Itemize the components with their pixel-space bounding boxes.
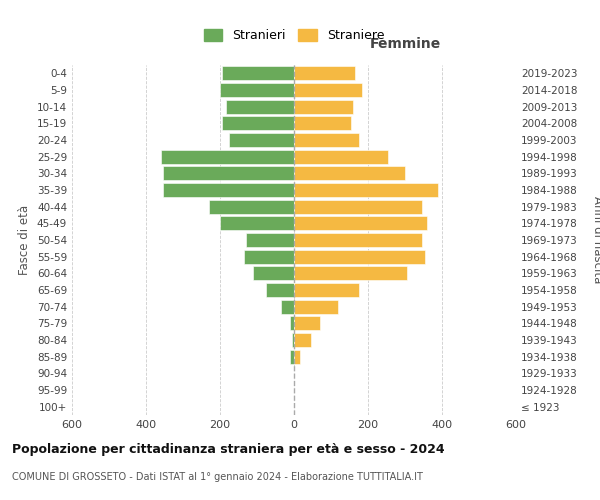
Bar — [294, 200, 422, 214]
Bar — [229, 133, 294, 147]
Bar — [220, 83, 294, 97]
Bar — [290, 316, 294, 330]
Bar — [163, 166, 294, 180]
Bar — [226, 100, 294, 114]
Bar — [294, 350, 299, 364]
Bar — [294, 100, 353, 114]
Text: COMUNE DI GROSSETO - Dati ISTAT al 1° gennaio 2024 - Elaborazione TUTTITALIA.IT: COMUNE DI GROSSETO - Dati ISTAT al 1° ge… — [12, 472, 423, 482]
Bar — [294, 216, 427, 230]
Bar — [246, 233, 294, 247]
Y-axis label: Anni di nascita: Anni di nascita — [592, 196, 600, 284]
Bar — [294, 283, 359, 297]
Bar — [294, 166, 405, 180]
Bar — [281, 300, 294, 314]
Bar — [209, 200, 294, 214]
Text: Femmine: Femmine — [370, 37, 440, 51]
Bar — [294, 150, 388, 164]
Bar — [292, 333, 294, 347]
Bar — [294, 116, 352, 130]
Legend: Stranieri, Straniere: Stranieri, Straniere — [203, 29, 385, 42]
Bar — [294, 83, 362, 97]
Bar — [222, 66, 294, 80]
Bar — [294, 233, 422, 247]
Bar — [161, 150, 294, 164]
Bar — [220, 216, 294, 230]
Bar — [294, 316, 320, 330]
Bar — [266, 283, 294, 297]
Bar — [253, 266, 294, 280]
Bar — [294, 66, 355, 80]
Y-axis label: Fasce di età: Fasce di età — [19, 205, 31, 275]
Bar — [294, 266, 407, 280]
Bar — [222, 116, 294, 130]
Bar — [294, 333, 311, 347]
Bar — [294, 250, 425, 264]
Bar — [294, 133, 359, 147]
Bar — [163, 183, 294, 197]
Bar — [244, 250, 294, 264]
Text: Popolazione per cittadinanza straniera per età e sesso - 2024: Popolazione per cittadinanza straniera p… — [12, 442, 445, 456]
Bar — [290, 350, 294, 364]
Bar — [294, 300, 338, 314]
Bar — [294, 183, 438, 197]
